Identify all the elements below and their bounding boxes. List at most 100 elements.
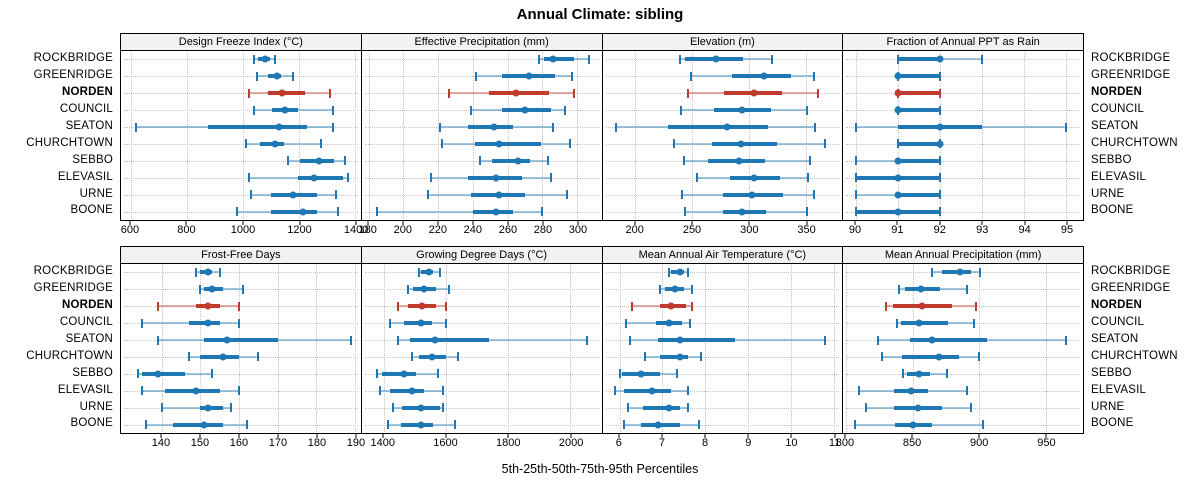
median-dot — [275, 123, 283, 131]
gridline-horizontal — [364, 356, 599, 358]
cap-5th — [426, 190, 429, 200]
cap-5th — [253, 105, 256, 115]
percentile-glyph-norden — [603, 298, 843, 315]
site-label-boone: BOONE — [1091, 204, 1134, 217]
percentile-glyph-sebbo — [121, 152, 361, 169]
gridline-vertical — [1066, 52, 1068, 219]
percentile-glyph-elevasil — [121, 169, 361, 186]
panel-x-axis: 600 800 1000 1200 1400 — [120, 221, 368, 236]
site-label-rockbridge: ROCKBRIDGE — [33, 265, 113, 278]
percentile-glyph-rockbridge — [121, 264, 361, 281]
gridline-horizontal — [605, 177, 840, 179]
cap-5th — [387, 420, 390, 430]
cap-95th — [812, 71, 815, 81]
cap-95th — [331, 105, 334, 115]
cap-95th — [570, 71, 573, 81]
percentile-glyph-churchtown — [603, 349, 843, 366]
axis-tick-label: 850 — [902, 437, 922, 449]
cap-5th — [396, 335, 399, 345]
cap-5th — [537, 54, 540, 64]
percentile-glyph-seaton — [121, 332, 361, 349]
cap-95th — [454, 420, 457, 430]
axis-tick — [806, 221, 808, 225]
panel-plot-area — [360, 51, 603, 221]
cap-95th — [1065, 122, 1068, 132]
percentile-glyph-elevasil — [121, 382, 361, 399]
percentile-glyph-norden — [362, 85, 602, 102]
gridline-horizontal — [364, 424, 599, 426]
median-dot — [738, 208, 746, 216]
median-dot — [428, 353, 436, 361]
bar-25-75 — [897, 158, 940, 163]
cap-95th — [676, 369, 679, 379]
median-dot — [907, 387, 915, 395]
gridline-vertical — [316, 265, 318, 432]
gridline-vertical — [855, 52, 857, 219]
cap-5th — [627, 403, 630, 413]
median-dot — [492, 208, 500, 216]
panel-strip-title: Frost-Free Days — [120, 246, 362, 264]
gridline-horizontal — [846, 110, 1080, 112]
cap-5th — [614, 386, 617, 396]
gridline-horizontal — [124, 93, 358, 95]
gridline-horizontal — [124, 59, 358, 61]
median-dot — [936, 123, 944, 131]
cap-95th — [546, 156, 549, 166]
cap-95th — [541, 207, 544, 217]
gridline-horizontal — [124, 390, 358, 392]
gridline-horizontal — [846, 356, 1080, 358]
panel-row-bottom: ROCKBRIDGE GREENRIDGE NORDEN COUNCIL SEATON C… — [26, 246, 1190, 449]
cap-5th — [247, 88, 250, 98]
cap-5th — [895, 318, 898, 328]
axis-tick — [911, 434, 913, 438]
cap-95th — [447, 284, 450, 294]
panel-strip-title: Design Freeze Index (°C) — [120, 33, 362, 51]
gridline-vertical — [897, 52, 899, 219]
cap-95th — [565, 190, 568, 200]
percentile-glyph-greenridge — [121, 68, 361, 85]
axis-tick — [542, 221, 544, 225]
percentile-glyph-seaton — [843, 119, 1083, 136]
median-dot — [495, 140, 503, 148]
bar-25-75 — [658, 338, 736, 343]
percentile-glyph-norden — [121, 85, 361, 102]
cap-95th — [817, 88, 820, 98]
gridline-vertical — [354, 265, 356, 432]
cap-95th — [981, 54, 984, 64]
gridline-vertical — [833, 265, 835, 432]
cap-95th — [687, 267, 690, 277]
cap-95th — [444, 318, 447, 328]
percentile-glyph-elevasil — [362, 382, 602, 399]
site-label-elevasil: ELEVASIL — [1091, 170, 1147, 183]
cap-95th — [444, 301, 447, 311]
bar-25-75 — [381, 371, 417, 376]
cap-5th — [478, 156, 481, 166]
bar-25-75 — [410, 338, 490, 343]
cap-5th — [187, 352, 190, 362]
gridline-vertical — [982, 52, 984, 219]
panel-frost-free-days: Frost-Free Days 140 150 160 170 180 190 — [120, 246, 365, 449]
median-dot — [894, 157, 902, 165]
percentile-glyph-urne — [843, 399, 1083, 416]
percentile-glyph-greenridge — [362, 68, 602, 85]
axis-tick-label: 90 — [848, 224, 862, 236]
gridline-horizontal — [124, 407, 358, 409]
percentile-glyph-rockbridge — [362, 264, 602, 281]
gridline-horizontal — [364, 323, 599, 325]
cap-95th — [257, 352, 260, 362]
percentile-glyph-rockbridge — [603, 51, 843, 68]
cap-95th — [938, 88, 941, 98]
percentile-glyph-norden — [843, 298, 1083, 315]
axis-tick-label: 1800 — [496, 437, 521, 449]
percentile-glyph-rockbridge — [362, 51, 602, 68]
cap-5th — [470, 105, 473, 115]
gridline-horizontal — [605, 211, 840, 213]
cap-5th — [690, 71, 693, 81]
axis-tick-label: 180 — [358, 224, 377, 236]
percentile-glyph-urne — [362, 399, 602, 416]
site-label-rockbridge: ROCKBRIDGE — [1091, 265, 1171, 278]
bar-25-75 — [165, 388, 220, 393]
panel-strip-title: Growing Degree Days (°C) — [360, 246, 603, 264]
cap-5th — [858, 386, 861, 396]
gridline-horizontal — [605, 390, 840, 392]
